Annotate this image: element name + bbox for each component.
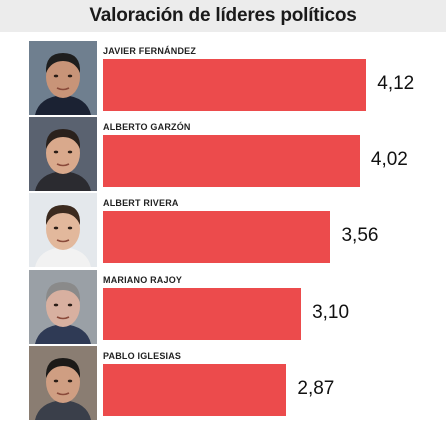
leader-photo (29, 117, 97, 191)
data-label: 4,02 (370, 149, 408, 170)
bar (103, 59, 367, 111)
bar (103, 135, 360, 187)
chart-row: JAVIER FERNÁNDEZ 4,12 (0, 41, 446, 117)
data-label: 2,87 (297, 378, 335, 399)
chart-title: Valoración de líderes políticos (89, 5, 357, 26)
tick-label: JAVIER FERNÁNDEZ (103, 46, 197, 56)
leader-photo (29, 193, 97, 267)
leader-photo (29, 270, 97, 344)
tick-label: PABLO IGLESIAS (103, 351, 182, 361)
bar (103, 288, 302, 340)
data-label: 3,10 (312, 302, 350, 323)
leader-photo (29, 346, 97, 420)
chart-row: MARIANO RAJOY 3,10 (0, 270, 446, 346)
bar (103, 211, 331, 263)
chart-row: ALBERT RIVERA 3,56 (0, 193, 446, 269)
tick-label: ALBERT RIVERA (103, 198, 179, 208)
leader-photo (29, 41, 97, 115)
bar (103, 364, 287, 416)
tick-label: MARIANO RAJOY (103, 275, 183, 285)
data-label: 4,12 (377, 73, 415, 94)
tick-label: ALBERTO GARZÓN (103, 122, 191, 132)
chart-row: ALBERTO GARZÓN 4,02 (0, 117, 446, 193)
data-label: 3,56 (341, 225, 379, 246)
title-bar: Valoración de líderes políticos (0, 0, 446, 32)
chart-row: PABLO IGLESIAS 2,87 (0, 346, 446, 422)
